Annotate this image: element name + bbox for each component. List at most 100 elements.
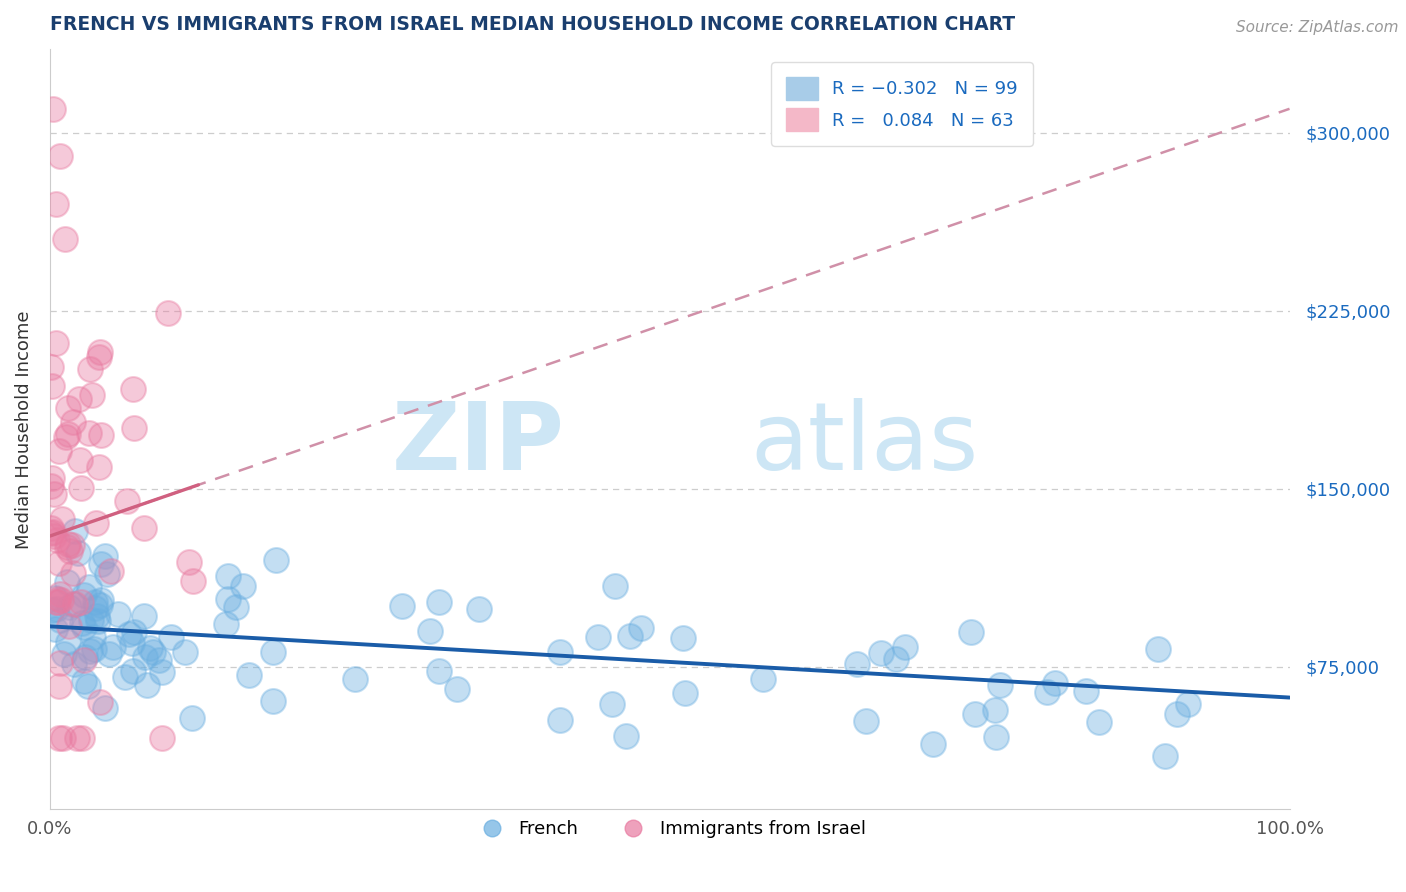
Point	[1153, 749, 1175, 764]
Point	[51, 592, 73, 607]
Point	[672, 631, 695, 645]
Point	[48, 731, 70, 745]
Text: Source: ZipAtlas.com: Source: ZipAtlas.com	[1236, 20, 1399, 35]
Point	[77, 679, 100, 693]
Point	[70, 615, 93, 630]
Point	[1088, 714, 1111, 729]
Point	[53, 647, 76, 661]
Point	[62, 415, 84, 429]
Point	[86, 516, 108, 530]
Point	[55, 575, 77, 590]
Point	[56, 635, 79, 649]
Legend: French, Immigrants from Israel: French, Immigrants from Israel	[467, 814, 873, 846]
Y-axis label: Median Household Income: Median Household Income	[15, 310, 32, 549]
Point	[59, 544, 82, 558]
Point	[44, 622, 66, 636]
Point	[90, 593, 112, 607]
Point	[39, 521, 62, 535]
Point	[181, 711, 204, 725]
Point	[174, 645, 197, 659]
Point	[136, 678, 159, 692]
Point	[46, 592, 69, 607]
Text: atlas: atlas	[751, 399, 979, 491]
Point	[48, 679, 70, 693]
Point	[446, 682, 468, 697]
Point	[39, 479, 62, 493]
Point	[62, 597, 84, 611]
Point	[344, 672, 367, 686]
Point	[52, 731, 75, 745]
Point	[217, 568, 239, 582]
Point	[225, 600, 247, 615]
Point	[45, 594, 67, 608]
Point	[124, 421, 146, 435]
Point	[42, 529, 65, 543]
Point	[41, 603, 63, 617]
Point	[87, 350, 110, 364]
Point	[56, 426, 79, 441]
Point	[41, 471, 63, 485]
Point	[673, 686, 696, 700]
Point	[42, 487, 65, 501]
Point	[148, 653, 170, 667]
Point	[115, 494, 138, 508]
Point	[121, 636, 143, 650]
Point	[132, 521, 155, 535]
Point	[51, 512, 73, 526]
Point	[87, 615, 110, 629]
Point	[107, 607, 129, 621]
Point	[93, 701, 115, 715]
Point	[139, 640, 162, 655]
Point	[122, 665, 145, 679]
Point	[45, 602, 67, 616]
Point	[70, 481, 93, 495]
Point	[419, 624, 441, 638]
Point	[48, 556, 70, 570]
Text: FRENCH VS IMMIGRANTS FROM ISRAEL MEDIAN HOUSEHOLD INCOME CORRELATION CHART: FRENCH VS IMMIGRANTS FROM ISRAEL MEDIAN …	[49, 15, 1015, 34]
Point	[67, 392, 90, 406]
Point	[84, 601, 107, 615]
Point	[159, 630, 181, 644]
Point	[600, 698, 623, 712]
Point	[89, 460, 111, 475]
Point	[75, 650, 97, 665]
Text: ZIP: ZIP	[391, 399, 564, 491]
Point	[1166, 706, 1188, 721]
Point	[427, 664, 450, 678]
Point	[62, 657, 84, 671]
Point	[89, 695, 111, 709]
Point	[48, 444, 70, 458]
Point	[58, 599, 80, 614]
Point	[1147, 642, 1170, 657]
Point	[63, 524, 86, 539]
Point	[56, 401, 79, 415]
Point	[232, 579, 254, 593]
Point	[548, 713, 571, 727]
Point	[963, 707, 986, 722]
Point	[157, 306, 180, 320]
Point	[45, 196, 67, 211]
Point	[586, 631, 609, 645]
Point	[845, 657, 868, 672]
Point	[79, 644, 101, 658]
Point	[69, 453, 91, 467]
Point	[118, 627, 141, 641]
Point	[72, 731, 94, 745]
Point	[46, 595, 69, 609]
Point	[83, 642, 105, 657]
Point	[134, 650, 156, 665]
Point	[1177, 697, 1199, 711]
Point	[855, 714, 877, 728]
Point	[150, 731, 173, 745]
Point	[959, 624, 981, 639]
Point	[73, 588, 96, 602]
Point	[56, 537, 79, 551]
Point	[391, 599, 413, 613]
Point	[89, 598, 111, 612]
Point	[49, 587, 72, 601]
Point	[39, 360, 62, 375]
Point	[1074, 684, 1097, 698]
Point	[96, 567, 118, 582]
Point	[80, 387, 103, 401]
Point	[79, 362, 101, 376]
